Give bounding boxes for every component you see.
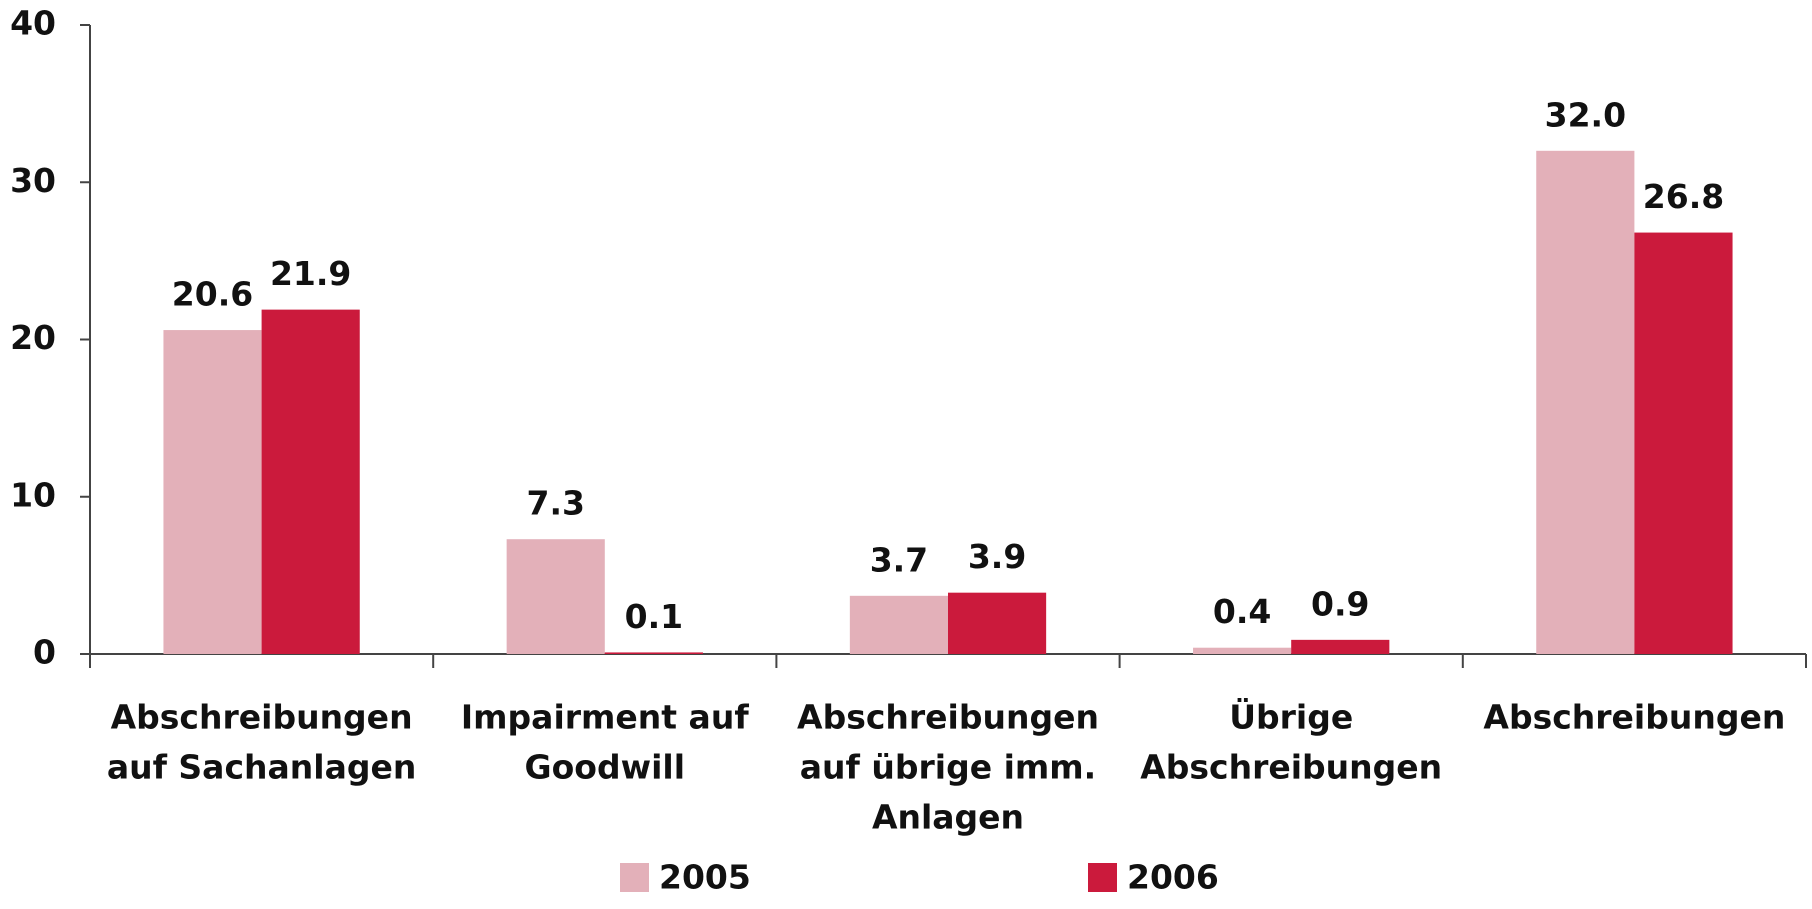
bar xyxy=(261,309,360,654)
x-tick-label: Abschreibungen xyxy=(1483,698,1785,737)
bar xyxy=(849,595,948,654)
value-label: 20.6 xyxy=(172,275,253,314)
bar xyxy=(604,652,703,654)
value-label: 3.9 xyxy=(968,537,1026,576)
y-tick-label: 0 xyxy=(33,633,56,672)
bar xyxy=(1536,150,1635,655)
bar xyxy=(1193,647,1292,654)
value-label: 32.0 xyxy=(1545,95,1626,134)
legend-swatch xyxy=(1088,863,1117,892)
value-label: 0.9 xyxy=(1311,584,1369,623)
x-tick-label: auf Sachanlagen xyxy=(107,748,417,787)
x-tick-label: Abschreibungen xyxy=(111,698,413,737)
y-tick-label: 30 xyxy=(10,161,56,200)
x-tick-label: Impairment auf xyxy=(461,698,749,737)
x-tick-label: Goodwill xyxy=(525,748,685,787)
x-tick-label: Übrige xyxy=(1229,697,1353,737)
bar xyxy=(1291,639,1390,654)
value-label: 0.4 xyxy=(1213,592,1271,631)
value-label: 26.8 xyxy=(1643,177,1724,216)
x-tick-label: auf übrige imm. xyxy=(800,748,1096,787)
value-label: 7.3 xyxy=(526,484,584,523)
legend-label: 2006 xyxy=(1127,858,1219,897)
value-label: 21.9 xyxy=(270,254,351,293)
value-label: 0.1 xyxy=(625,597,683,636)
x-tick-label: Abschreibungen xyxy=(797,698,1099,737)
y-tick-label: 10 xyxy=(10,475,56,514)
legend-label: 2005 xyxy=(659,858,751,897)
bar xyxy=(948,592,1047,654)
y-tick-label: 20 xyxy=(10,318,56,357)
bar xyxy=(506,539,605,654)
legend-swatch xyxy=(620,863,649,892)
y-tick-label: 40 xyxy=(10,4,56,43)
value-label: 3.7 xyxy=(870,540,928,579)
bar xyxy=(1634,232,1733,654)
x-tick-label: Anlagen xyxy=(872,798,1024,837)
x-tick-label: Abschreibungen xyxy=(1140,748,1442,787)
bar xyxy=(163,330,262,654)
